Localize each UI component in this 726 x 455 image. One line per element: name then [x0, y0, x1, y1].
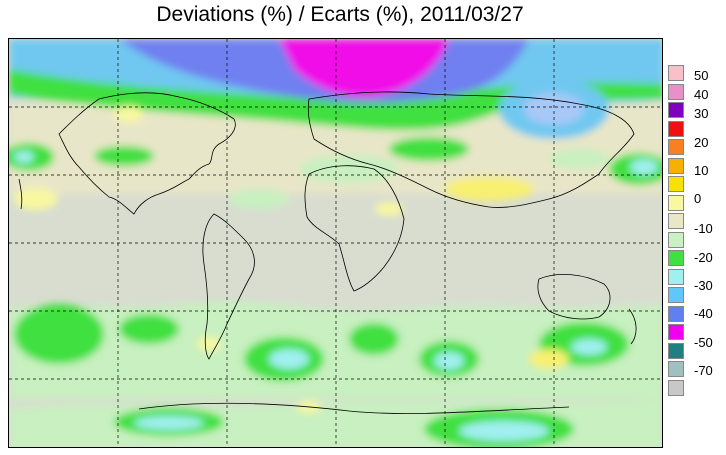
legend-swatch: [668, 139, 684, 155]
legend-swatch: [668, 361, 684, 377]
deviation-fields: [9, 39, 662, 447]
legend-swatch: [668, 231, 684, 248]
map-canvas: [9, 39, 662, 447]
legend-label: 40: [694, 87, 709, 102]
legend-label: -20: [694, 250, 713, 265]
legend-label: 30: [694, 106, 709, 121]
legend-label: 0: [694, 191, 702, 206]
legend-swatch: [668, 287, 684, 303]
legend-label: -70: [694, 363, 713, 378]
legend-swatch: [668, 250, 684, 266]
map-title: Deviations (%) / Ecarts (%), 2011/03/27: [156, 3, 524, 26]
graticule: [9, 39, 662, 447]
coastlines: [18, 91, 637, 414]
legend-swatch: [668, 213, 684, 229]
legend-swatch: [668, 157, 684, 174]
legend-swatch: [668, 83, 684, 100]
legend-swatch: [668, 305, 684, 322]
legend-swatch: [668, 176, 684, 192]
legend-swatch: [668, 102, 684, 118]
legend-swatch: [668, 324, 684, 340]
legend-label: -50: [694, 335, 713, 350]
legend-swatch: [668, 65, 684, 81]
legend-label: 20: [694, 135, 709, 150]
legend-label: 50: [694, 68, 709, 83]
legend-label: -10: [694, 221, 713, 236]
legend-swatch: [668, 379, 684, 396]
legend-label: -40: [694, 306, 713, 321]
legend-label: -30: [694, 278, 713, 293]
legend-swatch: [668, 194, 684, 211]
legend-label: 10: [694, 163, 709, 178]
legend-swatch: [668, 268, 684, 285]
legend-swatch: [668, 120, 684, 137]
legend-swatch: [668, 342, 684, 359]
deviation-map: [8, 38, 663, 448]
